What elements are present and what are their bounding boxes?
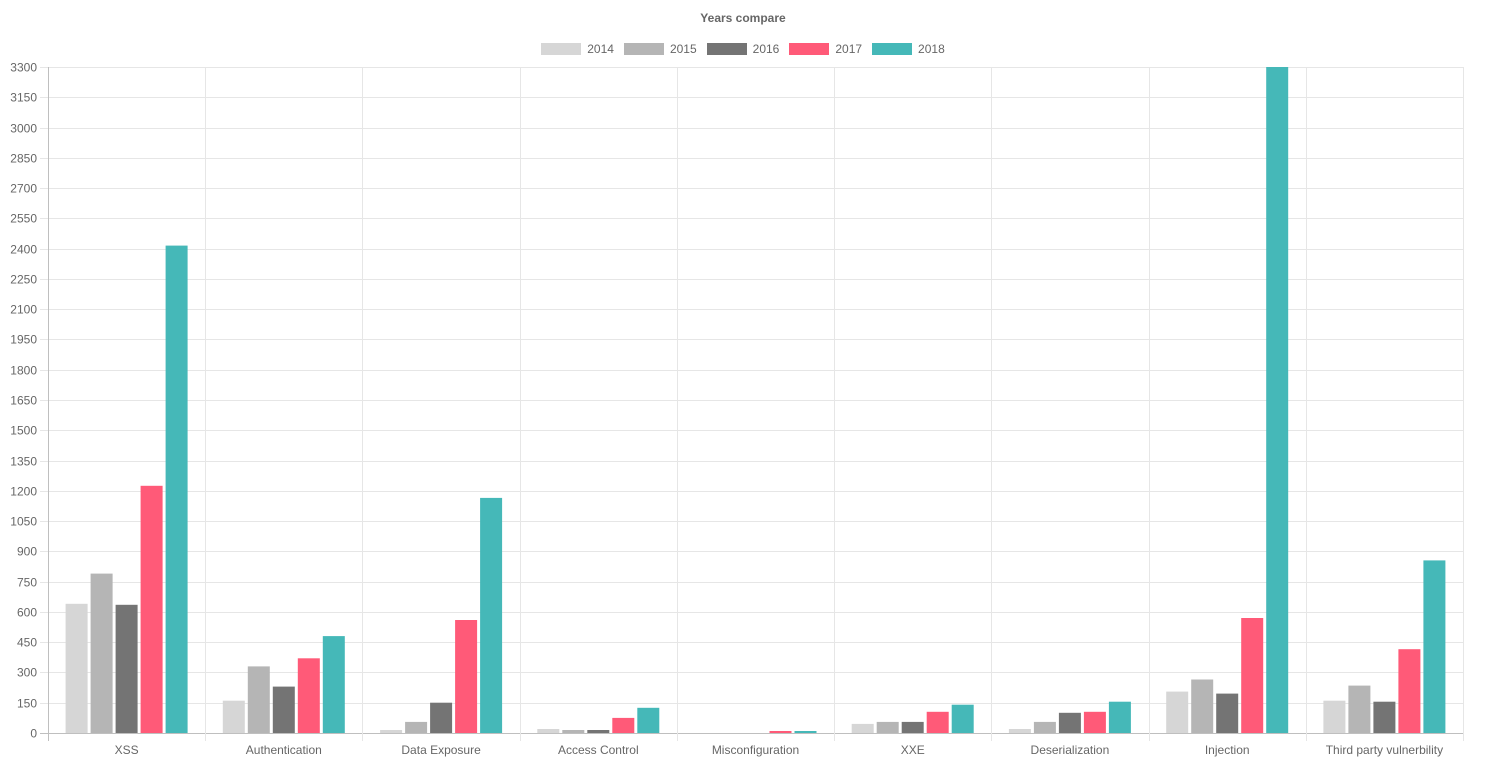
y-tick-label: 1950 — [10, 333, 37, 347]
bar-2015-8[interactable] — [1348, 685, 1371, 733]
bar-2017-3[interactable] — [612, 717, 635, 733]
bar-2014-0[interactable] — [65, 603, 88, 733]
legend-label: 2017 — [835, 42, 863, 56]
bar-2014-1[interactable] — [222, 700, 245, 733]
x-tick-label: XSS — [115, 743, 139, 757]
legend-swatch — [623, 43, 664, 55]
bar-2016-3[interactable] — [587, 730, 610, 733]
bar-2014-2[interactable] — [380, 730, 403, 733]
bar-2018-6[interactable] — [1108, 701, 1131, 733]
bar-2018-5[interactable] — [951, 704, 974, 733]
bar-2015-0[interactable] — [90, 573, 113, 733]
bar-2016-1[interactable] — [272, 686, 295, 733]
y-tick-label: 2850 — [10, 152, 37, 166]
bar-2014-3[interactable] — [537, 729, 560, 733]
bar-2016-6[interactable] — [1058, 712, 1081, 733]
y-tick-label: 3000 — [10, 122, 37, 136]
legend-item[interactable]: 2014 — [541, 42, 614, 56]
bar-2017-1[interactable] — [297, 658, 320, 733]
legend-swatch — [789, 43, 830, 55]
y-tick-label: 900 — [17, 545, 37, 559]
bar-2016-2[interactable] — [430, 702, 453, 733]
legend-item[interactable]: 2015 — [623, 42, 697, 56]
y-tick-label: 3300 — [10, 61, 37, 75]
y-tick-label: 1650 — [10, 394, 37, 408]
legend-label: 2016 — [752, 42, 780, 56]
bar-2016-5[interactable] — [901, 721, 924, 733]
bar-2017-4[interactable] — [769, 731, 792, 733]
bar-2016-8[interactable] — [1373, 701, 1396, 733]
y-tick-label: 2400 — [10, 243, 37, 257]
bar-2018-3[interactable] — [637, 707, 660, 733]
chart-title: Years compare — [700, 11, 786, 25]
legend-label: 2015 — [669, 42, 697, 56]
bar-2015-3[interactable] — [562, 730, 585, 733]
y-tick-label: 750 — [17, 576, 37, 590]
x-tick-label: Injection — [1205, 743, 1250, 757]
bar-2015-7[interactable] — [1191, 679, 1214, 734]
x-tick-label: XXE — [901, 743, 925, 757]
bars — [65, 67, 1446, 734]
grid-lines — [40, 67, 1464, 741]
x-tick-label: Data Exposure — [401, 743, 481, 757]
x-tick-label: Third party vulnerbility — [1326, 743, 1443, 757]
bar-2017-8[interactable] — [1398, 649, 1421, 733]
legend-item[interactable]: 2018 — [872, 42, 945, 56]
x-axis-ticks: XSS Authentication Data Exposure Access Con… — [115, 743, 1443, 757]
y-tick-label: 1350 — [10, 455, 37, 469]
x-tick-label: Access Control — [558, 743, 639, 757]
y-tick-label: 0 — [30, 727, 37, 741]
legend-swatch — [541, 43, 582, 55]
x-tick-label: Authentication — [246, 743, 322, 757]
bar-2018-4[interactable] — [794, 731, 817, 733]
bar-2018-0[interactable] — [165, 245, 188, 733]
legend-item[interactable]: 2017 — [789, 42, 862, 56]
y-tick-label: 3150 — [10, 91, 37, 105]
bar-2015-6[interactable] — [1033, 721, 1056, 733]
bar-2014-7[interactable] — [1166, 691, 1189, 733]
legend-swatch — [706, 43, 747, 55]
y-tick-label: 1200 — [10, 485, 37, 499]
y-tick-label: 1050 — [10, 515, 37, 529]
bar-2017-2[interactable] — [455, 620, 478, 733]
legend-label: 2018 — [918, 42, 945, 56]
bar-2018-7[interactable] — [1266, 67, 1289, 733]
bar-2015-2[interactable] — [405, 721, 428, 733]
x-tick-label: Deserialization — [1031, 743, 1110, 757]
y-tick-label: 150 — [17, 697, 37, 711]
bar-2018-8[interactable] — [1423, 560, 1446, 733]
y-tick-label: 1800 — [10, 364, 37, 378]
bar-2018-2[interactable] — [480, 497, 503, 733]
y-tick-label: 450 — [17, 636, 37, 650]
legend: 2014 2015 2016 2017 2018 — [0, 42, 1486, 56]
bar-2017-6[interactable] — [1083, 711, 1106, 733]
legend-item[interactable]: 2016 — [706, 42, 780, 56]
y-tick-label: 2700 — [10, 182, 37, 196]
y-tick-label: 2550 — [10, 212, 37, 226]
y-tick-label: 2100 — [10, 303, 37, 317]
bar-2015-5[interactable] — [876, 721, 899, 733]
bar-2014-6[interactable] — [1008, 729, 1031, 733]
legend-swatch — [872, 43, 913, 55]
bar-2017-5[interactable] — [926, 711, 949, 733]
bar-2017-7[interactable] — [1241, 618, 1264, 733]
bar-2014-8[interactable] — [1323, 700, 1346, 733]
y-tick-label: 300 — [17, 666, 37, 680]
bar-2015-1[interactable] — [247, 666, 270, 733]
bar-2014-5[interactable] — [851, 723, 874, 733]
y-tick-label: 1500 — [10, 424, 37, 438]
y-axis-ticks: 0 150 300 450 600 750 900 1050 1200 1350 1500 1650 1… — [10, 61, 37, 741]
x-tick-label: Misconfiguration — [712, 743, 799, 757]
bar-2016-0[interactable] — [115, 604, 138, 733]
legend-label: 2014 — [587, 42, 614, 56]
bar-2017-0[interactable] — [140, 485, 163, 733]
y-tick-label: 2250 — [10, 273, 37, 287]
y-tick-label: 600 — [17, 606, 37, 620]
bar-2016-7[interactable] — [1216, 693, 1239, 733]
bar-2018-1[interactable] — [322, 636, 345, 733]
